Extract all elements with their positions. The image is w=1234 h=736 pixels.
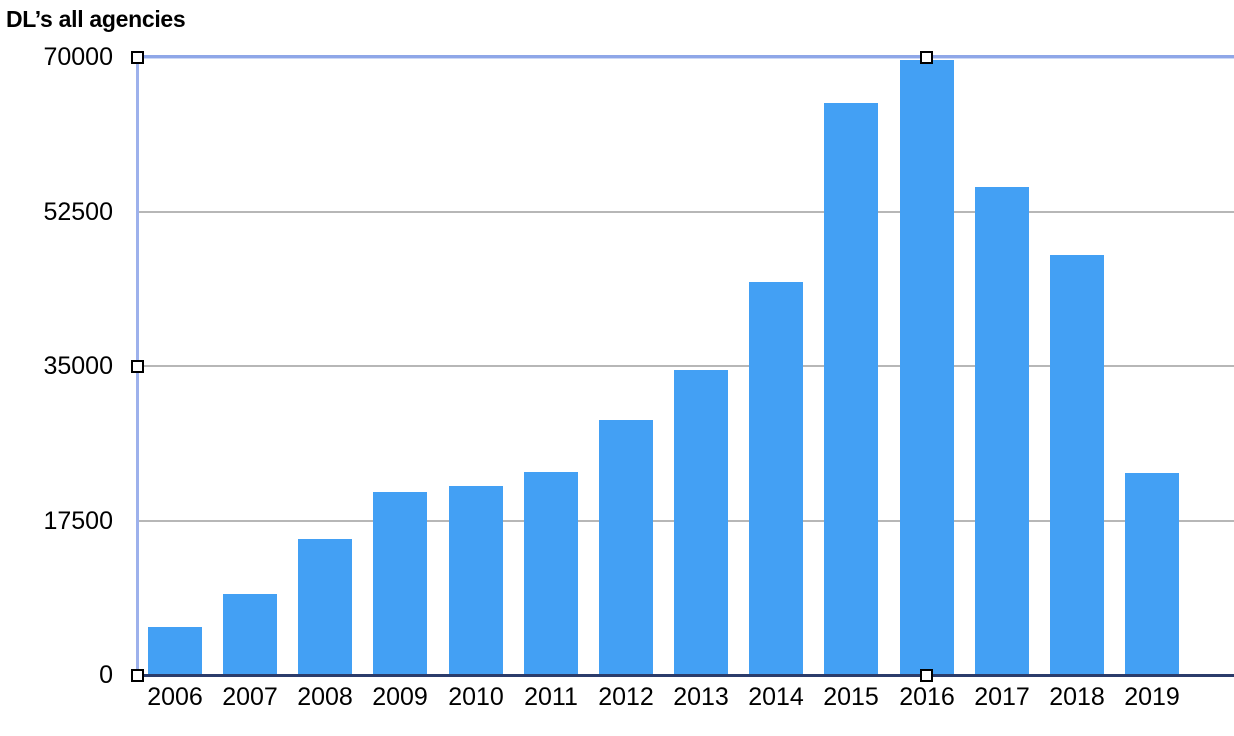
bar-2014[interactable] bbox=[749, 282, 803, 675]
bar-2012[interactable] bbox=[599, 420, 653, 675]
bar-2018[interactable] bbox=[1050, 255, 1104, 675]
selection-border-top bbox=[136, 55, 1234, 59]
x-tick-label-2016: 2016 bbox=[899, 683, 955, 711]
y-tick-label-52500: 52500 bbox=[43, 197, 113, 226]
x-tick-label-2017: 2017 bbox=[974, 683, 1030, 711]
x-tick-label-2014: 2014 bbox=[748, 683, 804, 711]
x-tick-label-2013: 2013 bbox=[673, 683, 729, 711]
bar-2007[interactable] bbox=[223, 594, 277, 675]
selection-handle-bottom-mid[interactable] bbox=[919, 668, 933, 682]
x-tick-label-2007: 2007 bbox=[222, 683, 278, 711]
x-tick-label-2012: 2012 bbox=[598, 683, 654, 711]
x-tick-label-2019: 2019 bbox=[1124, 683, 1180, 711]
x-tick-label-2018: 2018 bbox=[1049, 683, 1105, 711]
x-tick-label-2015: 2015 bbox=[823, 683, 879, 711]
x-tick-label-2008: 2008 bbox=[297, 683, 353, 711]
chart-title: DL’s all agencies bbox=[6, 6, 186, 32]
y-tick-label-0: 0 bbox=[99, 661, 113, 689]
bar-2016[interactable] bbox=[900, 60, 954, 675]
selection-handle-top-mid[interactable] bbox=[919, 50, 933, 64]
bar-2006[interactable] bbox=[148, 627, 202, 675]
gridline-52500 bbox=[137, 210, 1234, 213]
bar-2013[interactable] bbox=[674, 370, 728, 675]
bar-2008[interactable] bbox=[298, 539, 352, 675]
bar-2015[interactable] bbox=[824, 103, 878, 675]
x-tick-label-2009: 2009 bbox=[372, 683, 428, 711]
bar-2017[interactable] bbox=[975, 187, 1029, 675]
gridline-35000 bbox=[137, 365, 1234, 367]
bar-2009[interactable] bbox=[373, 492, 427, 675]
x-tick-label-2011: 2011 bbox=[524, 683, 578, 711]
selection-handle-mid-left[interactable] bbox=[130, 359, 144, 373]
bar-2010[interactable] bbox=[449, 486, 503, 675]
selection-handle-bottom-left[interactable] bbox=[130, 668, 144, 682]
y-tick-label-70000: 70000 bbox=[43, 43, 113, 71]
x-tick-label-2010: 2010 bbox=[448, 683, 504, 711]
x-tick-label-2006: 2006 bbox=[147, 683, 203, 711]
y-tick-label-35000: 35000 bbox=[43, 352, 113, 380]
bar-2011[interactable] bbox=[524, 472, 578, 675]
x-axis-baseline bbox=[137, 673, 1234, 677]
y-tick-label-17500: 17500 bbox=[43, 506, 113, 535]
selection-handle-top-left[interactable] bbox=[130, 50, 144, 64]
bar-2019[interactable] bbox=[1125, 473, 1179, 675]
